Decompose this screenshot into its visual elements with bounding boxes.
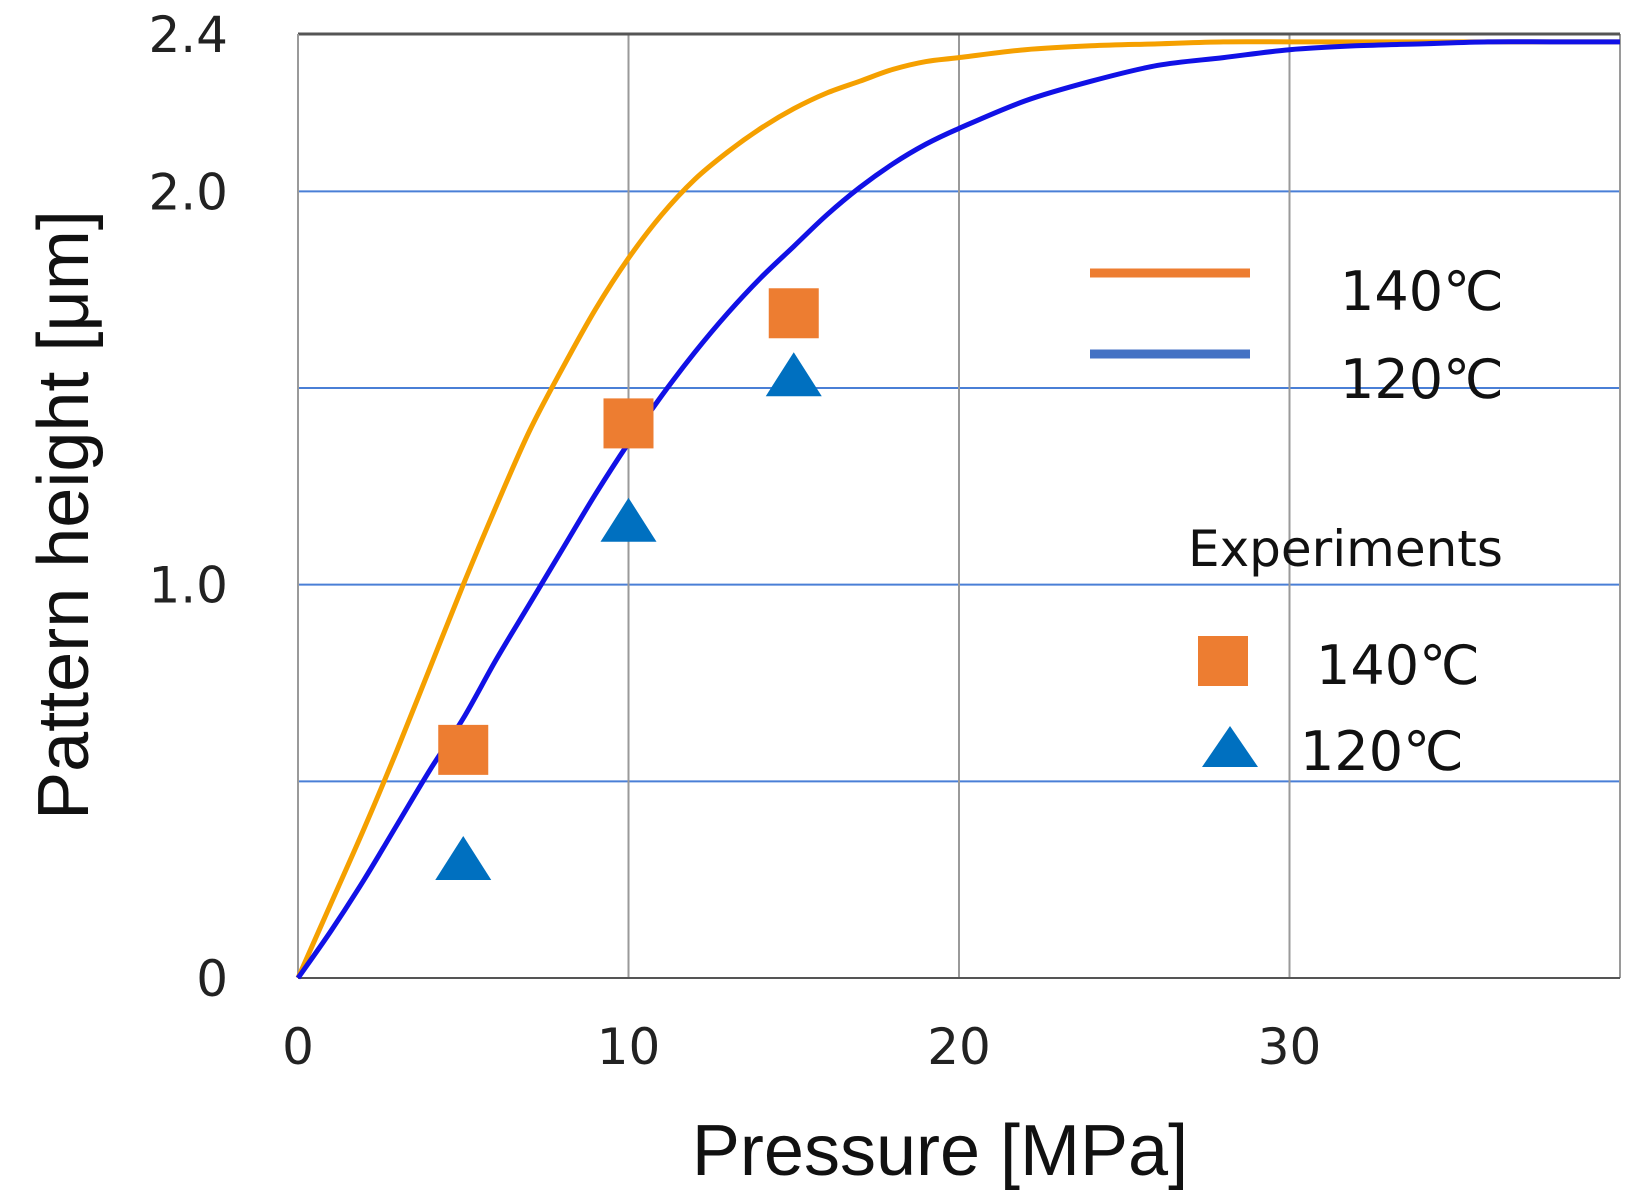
- x-tick-label: 0: [282, 1018, 314, 1076]
- legend-label-marker-140: 140℃: [1316, 634, 1480, 697]
- legend-label-marker-120: 120℃: [1300, 720, 1464, 783]
- legend-marker-triangle-120: [1202, 726, 1258, 767]
- legend-label-line-120: 120℃: [1340, 348, 1504, 411]
- scatter-points: [435, 288, 822, 880]
- y-tick-label: 2.4: [148, 6, 228, 64]
- data-point-square: [603, 398, 654, 449]
- series-line-0: [295, 39, 1620, 980]
- y-tick-label: 1.0: [148, 557, 228, 615]
- legend-label-line-140: 140℃: [1340, 260, 1504, 323]
- y-tick-label: 2.0: [148, 163, 228, 221]
- data-point-triangle: [435, 836, 492, 880]
- data-point-triangle: [765, 352, 822, 397]
- x-axis-title: Pressure [MPa]: [692, 1111, 1188, 1191]
- data-point-square: [438, 724, 489, 775]
- grid: [297, 32, 1621, 979]
- y-tick-label: 0: [196, 950, 228, 1008]
- legend-marker-square-140: [1198, 636, 1248, 686]
- legend-experiments-title: Experiments: [1188, 520, 1503, 578]
- series-line-1: [295, 39, 1620, 980]
- series-lines: [295, 39, 1620, 980]
- legend: 140℃ 120℃ Experiments 140℃ 120℃: [1090, 260, 1504, 783]
- x-tick-label: 30: [1258, 1018, 1322, 1076]
- x-tick-label: 10: [597, 1018, 661, 1076]
- data-point-square: [768, 288, 819, 339]
- y-axis-title: Pattern height [μm]: [24, 210, 104, 820]
- tick-labels: 0 1.0 2.0 2.4 0 10 20 30: [148, 6, 1321, 1076]
- data-point-triangle: [600, 497, 657, 542]
- x-tick-label: 20: [927, 1018, 991, 1076]
